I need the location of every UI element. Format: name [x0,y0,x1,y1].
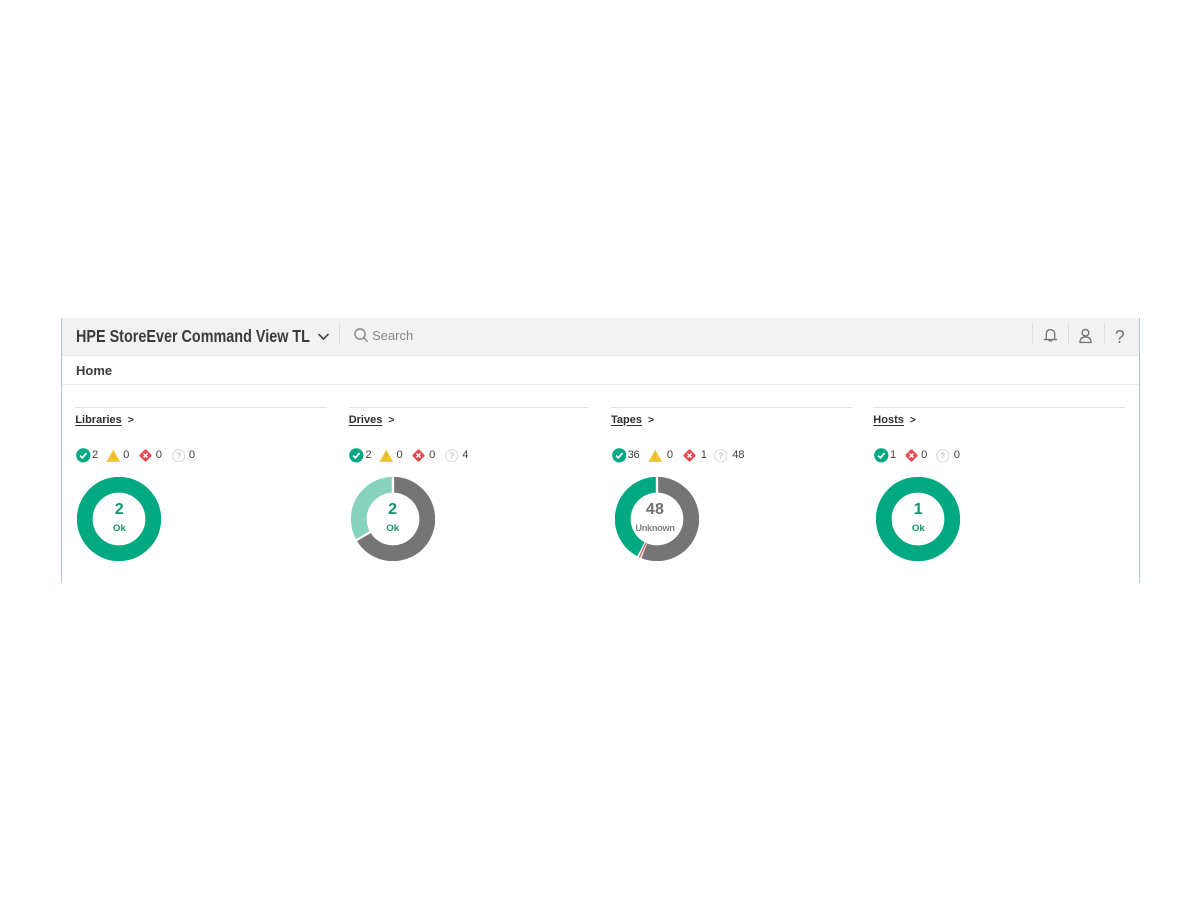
svg-text:?: ? [940,451,945,460]
svg-text:?: ? [176,451,181,460]
svg-text:?: ? [718,451,723,460]
svg-text:?: ? [450,451,455,460]
